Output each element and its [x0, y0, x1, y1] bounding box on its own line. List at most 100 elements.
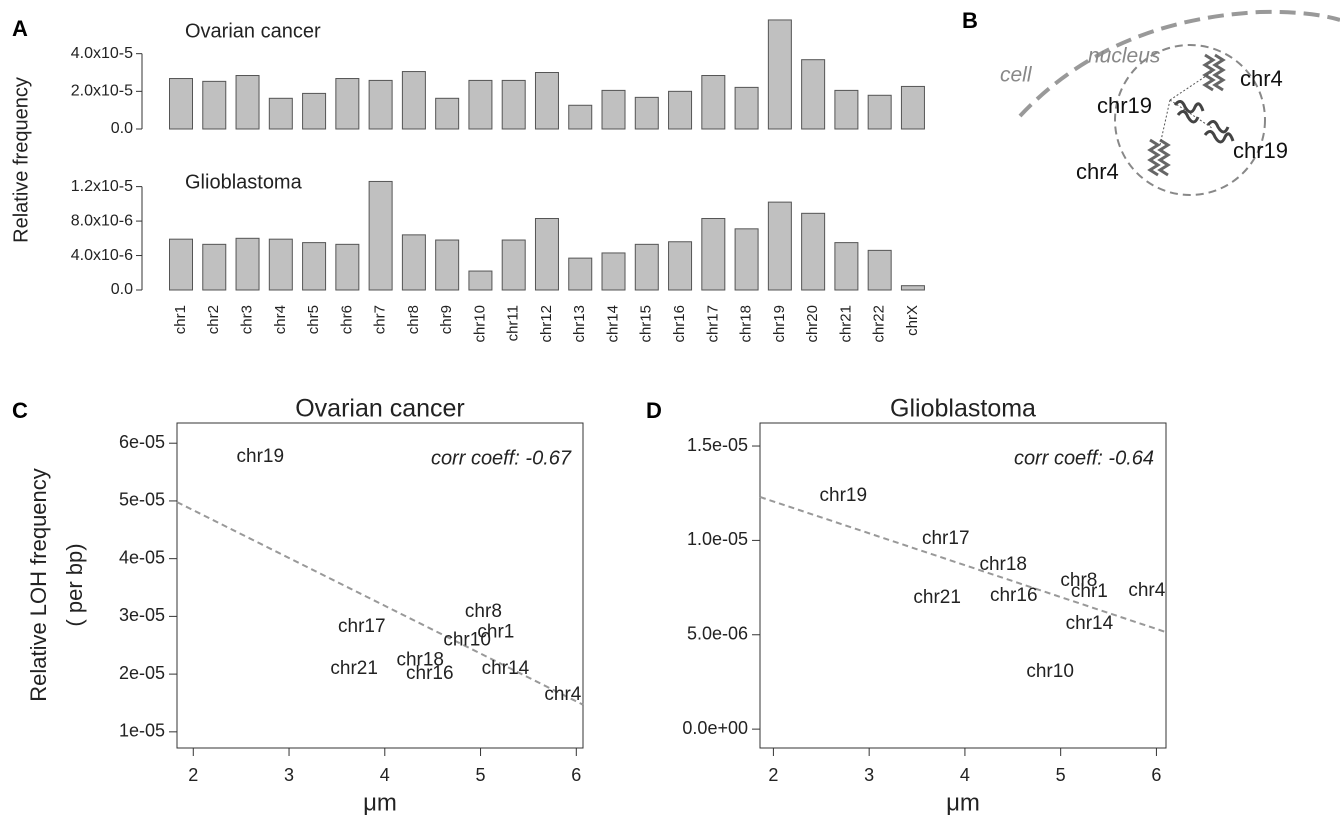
bar	[568, 104, 593, 130]
bar	[501, 239, 526, 291]
x-tick-label: 6	[1151, 765, 1161, 785]
bar	[534, 72, 559, 130]
y-axis-title: Relative LOH frequency	[26, 468, 51, 702]
bar	[867, 249, 892, 291]
point-label: chr21	[913, 587, 961, 608]
x-tick-label: 5	[476, 765, 486, 785]
x-tick-label: chr20	[804, 305, 821, 343]
y-tick-label: 2e-05	[119, 663, 165, 683]
bar	[801, 212, 826, 291]
annotation: corr coeff: -0.67	[431, 447, 572, 469]
x-tick-label: chrX	[904, 305, 921, 336]
bar	[435, 239, 460, 291]
bar	[900, 85, 925, 130]
bar	[202, 243, 227, 291]
x-tick-label: chr17	[704, 305, 721, 343]
y-tick-label: 0.0	[111, 120, 133, 137]
point-label: chr14	[482, 658, 530, 679]
bar	[302, 242, 327, 291]
point-label: chr10	[1026, 661, 1074, 682]
panel-letter: C	[12, 398, 28, 423]
point-label: chr18	[396, 649, 444, 670]
x-tick-label: 3	[284, 765, 294, 785]
bar	[268, 238, 293, 291]
point-label: chr21	[330, 658, 378, 679]
x-tick-label: chr19	[771, 305, 788, 343]
chromosome-label: chr4	[1076, 159, 1119, 184]
bar	[268, 97, 293, 130]
panel-title: Ovarian cancer	[185, 20, 321, 42]
plot-frame	[759, 422, 1167, 749]
nucleus-membrane	[1114, 44, 1266, 196]
point-label: chr1	[1071, 581, 1108, 602]
point-label: chr8	[465, 601, 502, 622]
x-tick-label: 4	[960, 765, 970, 785]
x-tick-label: chr9	[438, 305, 455, 334]
chromosome-label: chr4	[1240, 66, 1283, 91]
point-label: chr14	[1066, 613, 1114, 634]
chart-title: Ovarian cancer	[295, 395, 465, 423]
x-tick-label: chr8	[405, 305, 422, 334]
chromosome-shape	[1173, 100, 1205, 124]
bar	[834, 242, 859, 291]
bar	[801, 59, 826, 130]
x-tick-label: chr4	[272, 305, 289, 334]
bar	[568, 257, 593, 291]
y-tick-label: 1.5e-05	[687, 435, 748, 455]
x-tick-label: chr2	[205, 305, 222, 334]
trend-line	[759, 496, 1167, 634]
bar	[235, 75, 260, 130]
cell-membrane	[1018, 9, 1340, 118]
annotation: corr coeff: -0.64	[1014, 447, 1154, 469]
bar	[634, 96, 659, 130]
bar	[701, 217, 726, 291]
y-tick-label: 8.0x10-6	[71, 212, 133, 229]
point-label: chr19	[820, 485, 868, 506]
x-axis-title: μm	[363, 789, 397, 816]
point-label: chr8	[1060, 570, 1097, 591]
point-label: chr4	[1128, 580, 1165, 601]
bar	[834, 89, 859, 130]
bar	[435, 97, 460, 130]
y-tick-label: 0.0	[111, 281, 133, 298]
bar	[202, 80, 227, 130]
bar	[235, 237, 260, 291]
bar	[601, 89, 626, 130]
cell-label: cell	[1000, 64, 1033, 87]
bar	[468, 79, 493, 130]
x-tick-label: 4	[380, 765, 390, 785]
chromosome-label: chr19	[1097, 93, 1152, 118]
bar	[601, 252, 626, 291]
y-tick-label: 4.0x10-5	[71, 45, 133, 62]
y-tick-label: 3e-05	[119, 605, 165, 625]
bar	[634, 243, 659, 291]
point-label: chr4	[544, 684, 581, 705]
y-tick-label: 5.0e-06	[687, 624, 748, 644]
bar	[302, 92, 327, 130]
nucleus-label: nucleus	[1088, 45, 1161, 68]
panel-title: Glioblastoma	[185, 171, 303, 193]
panel-letter: D	[646, 398, 662, 423]
trend-line	[176, 501, 584, 706]
x-tick-label: chr11	[505, 305, 522, 341]
y-axis-title: ( per bp)	[62, 543, 87, 626]
panel-letter: B	[962, 8, 978, 33]
chromosome-shape	[1203, 120, 1235, 144]
chromosome-shape	[1202, 53, 1226, 92]
bar	[368, 180, 393, 291]
bar	[468, 270, 493, 291]
bar	[701, 75, 726, 130]
point-label: chr1	[477, 622, 514, 643]
bar	[169, 78, 193, 130]
point-label: chr16	[406, 663, 454, 684]
plot-frame	[176, 422, 584, 749]
x-axis-title: μm	[946, 789, 980, 816]
bar	[501, 79, 526, 130]
contact-line	[1159, 71, 1213, 146]
x-tick-label: chr13	[571, 305, 588, 343]
x-tick-label: 2	[768, 765, 778, 785]
bar	[169, 238, 193, 291]
point-label: chr16	[990, 585, 1038, 606]
y-tick-label: 2.0x10-5	[71, 83, 133, 100]
